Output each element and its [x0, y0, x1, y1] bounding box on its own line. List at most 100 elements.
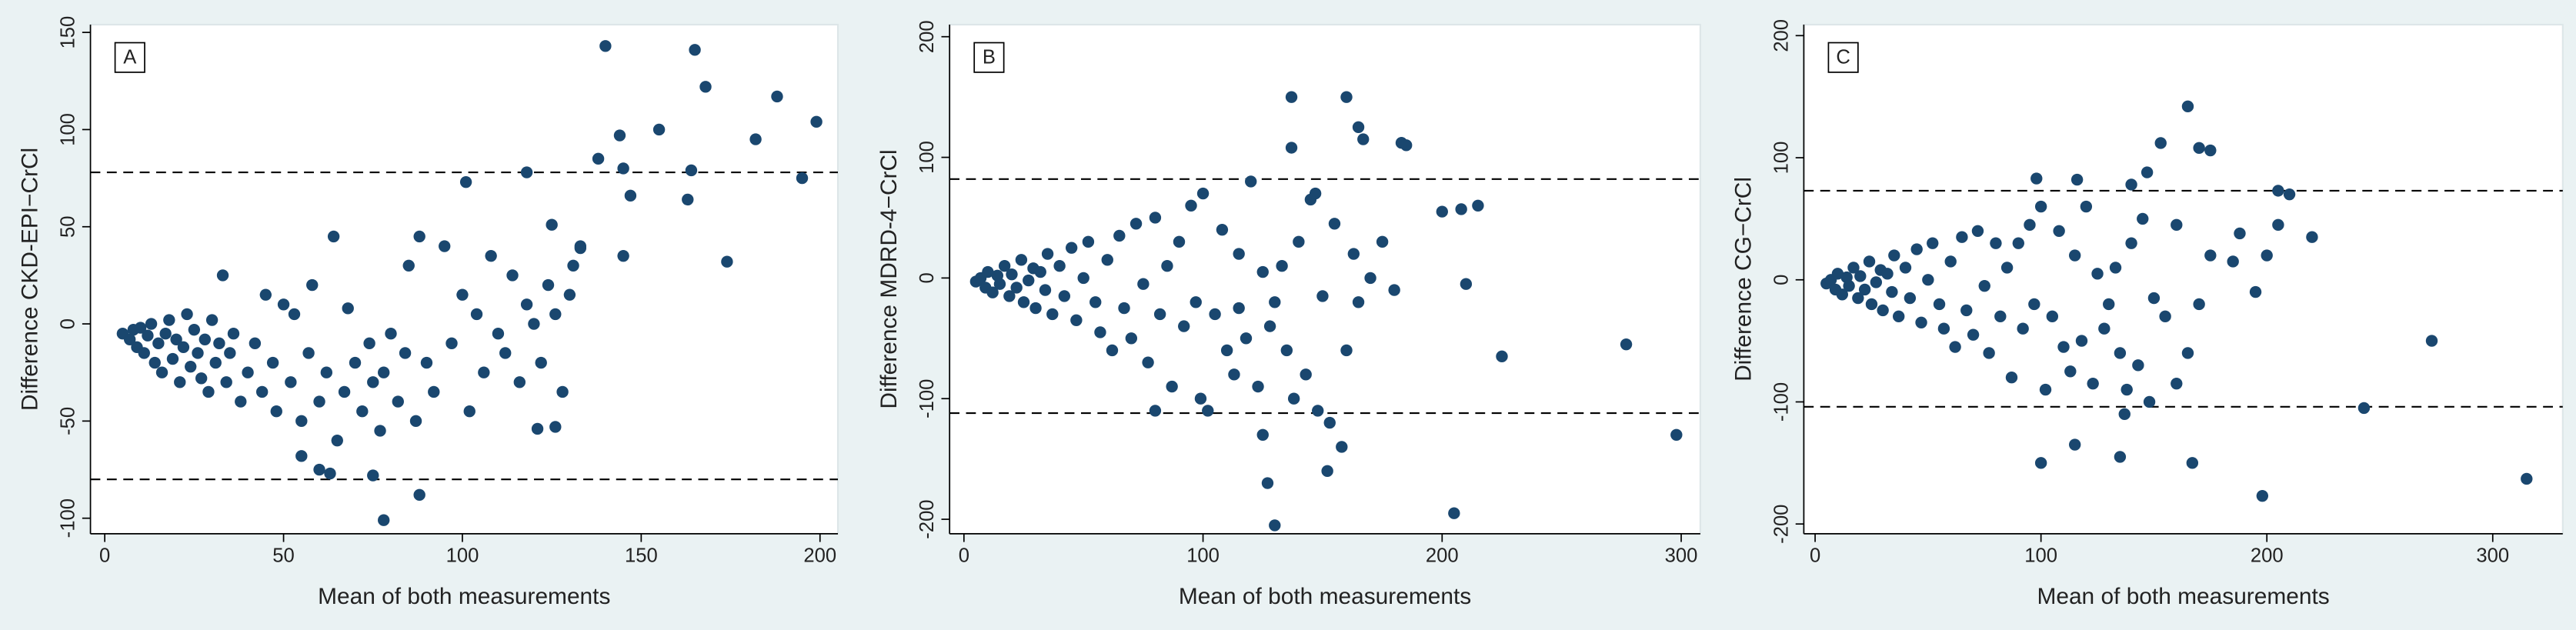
point — [378, 514, 390, 526]
point — [1858, 283, 1871, 296]
y-tick-label: 0 — [58, 318, 79, 329]
point — [413, 488, 425, 502]
point — [2249, 285, 2262, 298]
point — [367, 376, 379, 388]
point — [2256, 489, 2269, 502]
y-tick-label: 200 — [916, 20, 938, 53]
point — [1899, 262, 1912, 274]
point — [2261, 249, 2273, 262]
point — [1006, 268, 1018, 281]
point — [1340, 344, 1353, 357]
y-tick-label: -50 — [58, 407, 79, 435]
point — [1010, 282, 1023, 294]
y-tick-label: 100 — [916, 141, 938, 174]
x-tick-label: 0 — [1810, 545, 1820, 567]
point — [1029, 302, 1042, 315]
point — [652, 123, 666, 136]
point — [1472, 199, 1484, 212]
point — [342, 302, 354, 315]
point — [1190, 296, 1202, 308]
point — [195, 372, 208, 385]
point — [1888, 249, 1900, 262]
point — [428, 385, 440, 398]
point — [2034, 200, 2047, 213]
x-axis-title: Mean of both measurements — [318, 584, 610, 609]
point — [2357, 402, 2371, 415]
point — [1436, 205, 1448, 218]
y-tick-label: 100 — [1770, 142, 1792, 175]
point — [2186, 457, 2199, 469]
point — [556, 385, 569, 398]
point — [1285, 91, 1298, 103]
y-tick-label: 50 — [58, 215, 79, 238]
point — [574, 242, 587, 255]
point — [982, 265, 994, 278]
point — [492, 328, 505, 340]
y-axis-title: Difference CKD-EPI−CrCl — [18, 148, 43, 411]
point — [324, 467, 336, 480]
point — [249, 337, 262, 350]
point — [216, 269, 229, 282]
x-tick-label: 50 — [272, 545, 295, 567]
point — [1886, 285, 1898, 298]
point — [563, 288, 576, 301]
point — [2272, 185, 2284, 197]
point — [1089, 296, 1102, 308]
point — [478, 366, 490, 378]
point — [1893, 310, 1905, 323]
point — [2030, 172, 2043, 185]
point — [567, 259, 579, 272]
point — [259, 288, 272, 301]
point — [313, 395, 325, 408]
point — [2147, 292, 2161, 305]
y-tick-label: 0 — [916, 272, 938, 283]
point — [2272, 218, 2284, 232]
point — [124, 333, 136, 345]
point — [1053, 260, 1066, 272]
point — [1336, 441, 1348, 453]
point — [378, 366, 390, 378]
point — [188, 323, 201, 336]
point — [1352, 121, 1365, 134]
point — [1956, 231, 1968, 243]
point — [1017, 296, 1030, 308]
point — [2193, 298, 2205, 311]
point — [1904, 292, 1917, 305]
panel-label-box — [973, 42, 1005, 73]
point — [2125, 178, 2137, 191]
point — [163, 314, 175, 326]
point — [998, 260, 1011, 272]
point — [986, 286, 999, 298]
point — [338, 385, 351, 398]
y-tick-label: -100 — [1770, 382, 1792, 422]
point — [1847, 262, 1860, 274]
point — [2068, 438, 2081, 451]
x-axis-title: Mean of both measurements — [2037, 584, 2329, 609]
point — [1269, 519, 1281, 532]
y-tick-label: -100 — [916, 379, 938, 418]
point — [528, 318, 540, 330]
y-axis-title: Difference CG−CrCl — [1730, 177, 1756, 382]
point — [1340, 91, 1353, 103]
point — [463, 405, 475, 418]
point — [220, 376, 232, 388]
point — [1971, 225, 1984, 237]
point — [1142, 356, 1154, 368]
point — [1448, 507, 1460, 519]
point — [1933, 298, 1946, 311]
point — [1252, 380, 1264, 393]
point — [1228, 368, 1240, 381]
point — [1285, 142, 1298, 154]
point — [445, 337, 458, 350]
point — [288, 308, 301, 321]
point — [2425, 335, 2438, 347]
point — [1922, 274, 1934, 286]
point — [2098, 322, 2111, 335]
point — [202, 385, 215, 398]
point — [1220, 344, 1233, 357]
point — [1245, 175, 1257, 188]
point — [270, 405, 282, 418]
point — [2070, 173, 2084, 186]
point — [356, 405, 369, 418]
y-tick-label: -100 — [58, 498, 79, 538]
